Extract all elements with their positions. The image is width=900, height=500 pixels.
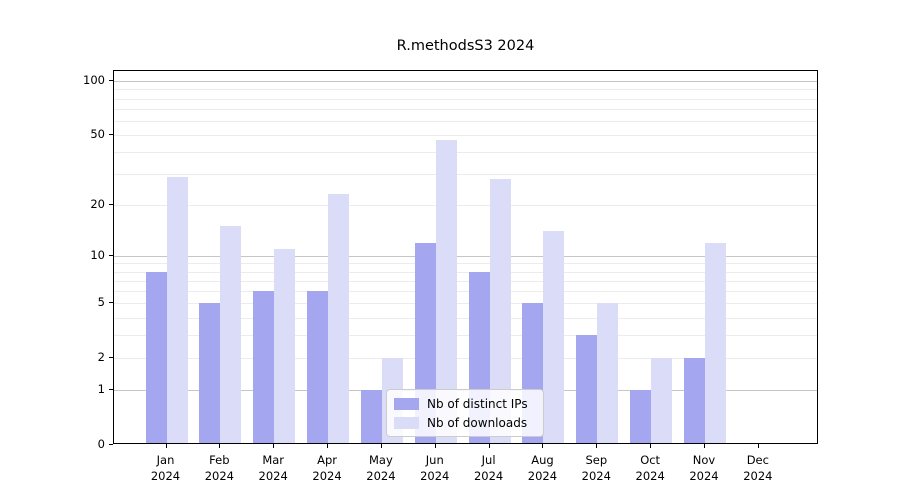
bar-nb-of-downloads-jun-2024 <box>435 139 457 444</box>
x-axis-tick <box>273 443 275 448</box>
gridline-minor <box>114 135 817 136</box>
x-axis-tick <box>219 443 221 448</box>
gridline-minor <box>114 358 817 360</box>
x-axis-tick-label: Mar 2024 <box>258 452 288 483</box>
x-axis-tick <box>757 443 759 448</box>
gridline-minor <box>114 317 817 319</box>
x-axis-tick-label: Jan 2024 <box>150 452 181 483</box>
y-axis-tick-label: 20 <box>90 196 105 211</box>
x-axis-tick-label: Jul 2024 <box>473 452 504 483</box>
x-axis-tick-label: Sep 2024 <box>581 452 611 483</box>
legend-label-distinct-ips: Nb of distinct IPs <box>427 396 528 411</box>
gridline-minor <box>114 303 817 305</box>
y-axis-tick-label: 100 <box>83 73 105 88</box>
x-axis-tick <box>327 443 329 448</box>
x-axis-tick <box>488 443 490 448</box>
bar-nb-of-downloads-jul-2024 <box>489 179 511 444</box>
gridline-minor <box>114 174 817 176</box>
x-axis-tick-label: May 2024 <box>366 452 396 483</box>
x-axis-tick <box>650 443 652 448</box>
y-axis-tick-label: 5 <box>97 295 105 310</box>
legend-swatch-distinct-ips <box>394 397 419 410</box>
x-axis-tick-label: Oct 2024 <box>635 452 665 483</box>
gridline-minor <box>114 120 817 122</box>
gridline-minor <box>114 152 817 154</box>
plot-area <box>113 70 818 444</box>
y-axis-tick <box>109 388 113 390</box>
x-axis-tick <box>434 443 436 448</box>
y-axis-tick <box>109 203 113 205</box>
gridline-minor <box>114 335 817 337</box>
x-axis-tick <box>380 443 382 448</box>
bar-nb-of-downloads-aug-2024 <box>543 231 565 444</box>
y-axis-tick-label: 10 <box>90 247 105 262</box>
bar-nb-of-distinct-ips-mar-2024 <box>253 291 275 444</box>
gridline-minor <box>114 98 817 100</box>
gridline-minor <box>114 89 817 91</box>
y-axis-tick-label: 0 <box>97 436 105 451</box>
bar-nb-of-distinct-ips-may-2024 <box>360 389 382 444</box>
gridline-minor <box>114 291 817 293</box>
y-axis-tick <box>109 302 113 304</box>
bar-nb-of-distinct-ips-nov-2024 <box>684 358 705 444</box>
y-axis-tick <box>109 80 113 82</box>
x-axis-tick <box>165 443 167 448</box>
x-axis-tick-label: Dec 2024 <box>743 452 773 483</box>
x-axis-tick <box>542 443 544 448</box>
bar-nb-of-distinct-ips-apr-2024 <box>307 291 329 444</box>
x-axis-tick <box>596 443 598 448</box>
legend-swatch-downloads <box>394 416 419 429</box>
bar-nb-of-downloads-mar-2024 <box>274 248 296 444</box>
gridline-major <box>114 81 817 83</box>
bar-nb-of-distinct-ips-feb-2024 <box>199 303 221 444</box>
y-axis-tick-label: 2 <box>97 350 105 365</box>
chart-title: R.methodsS3 2024 <box>396 38 535 54</box>
y-axis-tick <box>109 254 113 256</box>
y-axis-tick-label: 50 <box>90 127 105 141</box>
bar-nb-of-downloads-sep-2024 <box>597 303 619 444</box>
y-axis-tick-label: 1 <box>97 381 105 396</box>
bar-nb-of-downloads-feb-2024 <box>220 226 242 444</box>
x-axis-tick-label: Jun 2024 <box>420 452 450 483</box>
bar-nb-of-downloads-apr-2024 <box>328 194 350 444</box>
y-axis-tick <box>109 357 113 359</box>
bar-nb-of-distinct-ips-jan-2024 <box>145 271 167 444</box>
x-axis-tick-label: Feb 2024 <box>204 452 234 483</box>
gridline-minor <box>114 271 817 273</box>
x-axis-tick-label: Nov 2024 <box>689 452 719 483</box>
y-axis-tick <box>109 443 113 445</box>
x-axis-tick-label: Aug 2024 <box>527 452 558 483</box>
legend-item-distinct-ips: Nb of distinct IPs <box>387 397 543 411</box>
bar-nb-of-distinct-ips-sep-2024 <box>576 335 598 444</box>
gridline-major <box>114 255 817 257</box>
gridline-minor <box>114 108 817 110</box>
bar-nb-of-downloads-jan-2024 <box>166 176 188 444</box>
gridline-minor <box>114 280 817 282</box>
legend: Nb of distinct IPs Nb of downloads <box>386 389 544 437</box>
legend-label-downloads: Nb of downloads <box>427 415 528 430</box>
x-axis-tick-label: Apr 2024 <box>312 452 342 483</box>
y-axis-tick <box>109 134 113 135</box>
x-axis-tick <box>704 443 705 448</box>
legend-item-downloads: Nb of downloads <box>387 416 543 430</box>
gridline-minor <box>114 263 817 265</box>
gridline-minor <box>114 204 817 206</box>
bar-nb-of-downloads-oct-2024 <box>651 358 673 444</box>
bar-nb-of-distinct-ips-oct-2024 <box>630 389 652 444</box>
bar-nb-of-downloads-nov-2024 <box>705 242 726 444</box>
